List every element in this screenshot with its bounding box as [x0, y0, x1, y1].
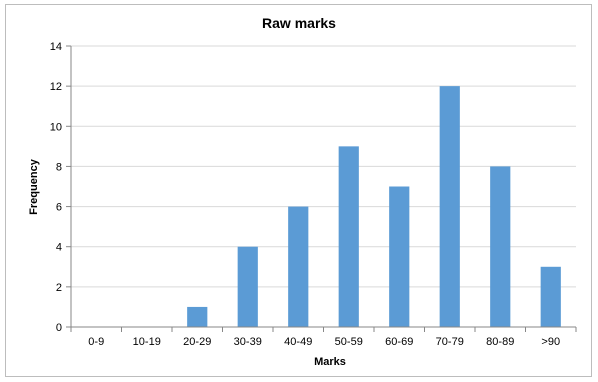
bar-40-49 [288, 206, 309, 327]
bar-50-59 [338, 146, 359, 327]
chart-title: Raw marks [262, 15, 336, 31]
bar-80-89 [490, 166, 511, 327]
axes [66, 45, 577, 332]
x-tick-label: 70-79 [436, 336, 464, 348]
x-axis-title: Marks [314, 356, 346, 368]
bar-60-69 [389, 186, 410, 327]
x-tick-label: 30-39 [234, 336, 262, 348]
x-tick-label: 40-49 [284, 336, 312, 348]
x-tick-label: 10-19 [133, 336, 161, 348]
y-tick-label: 10 [50, 121, 62, 133]
bar-70-79 [439, 86, 460, 328]
x-tick-label: 50-59 [335, 336, 363, 348]
y-tick-label: 2 [56, 282, 62, 294]
x-axis-ticks: 0-9 10-19 20-29 30-39 40-49 50-59 60-69 70-79 80… [88, 336, 560, 348]
y-tick-label: 14 [50, 41, 62, 53]
bar-20-29 [187, 306, 208, 327]
x-tick-label: >90 [541, 336, 560, 348]
bar-30-39 [237, 246, 258, 327]
x-tick-label: 20-29 [183, 336, 211, 348]
y-axis-ticks: 0 2 4 6 8 10 12 14 [50, 41, 62, 334]
x-tick-label: 80-89 [486, 336, 514, 348]
x-tick-label: 0-9 [88, 336, 104, 348]
y-axis-title: Frequency [28, 158, 40, 215]
y-tick-label: 4 [56, 242, 62, 254]
y-tick-label: 8 [56, 161, 62, 173]
y-tick-label: 12 [50, 81, 62, 93]
bars [187, 86, 561, 328]
y-tick-label: 0 [56, 322, 62, 334]
x-tick-label: 60-69 [385, 336, 413, 348]
bar->90 [540, 266, 561, 327]
y-tick-label: 6 [56, 202, 62, 214]
